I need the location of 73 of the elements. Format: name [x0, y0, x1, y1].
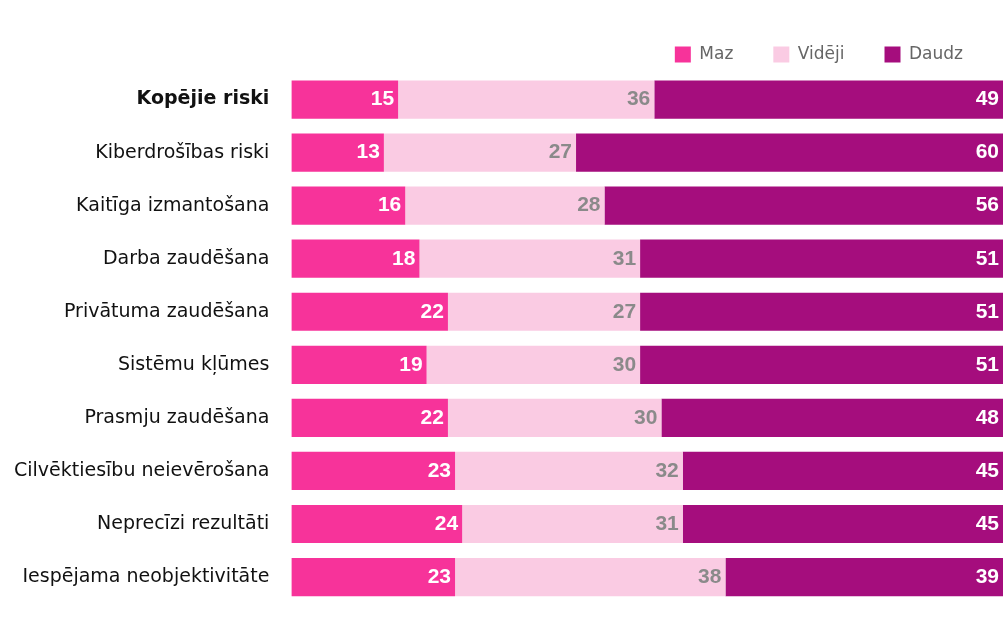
- data-label: 28: [577, 192, 601, 216]
- data-label: 45: [975, 457, 1000, 481]
- y-tick-label: Prasmju zaudēšana: [84, 404, 270, 427]
- y-tick-label: Privātuma zaudēšana: [63, 298, 270, 321]
- bar: [291, 80, 399, 119]
- data-label: 39: [975, 563, 999, 587]
- data-label: 48: [975, 404, 1000, 428]
- bar: [462, 504, 683, 544]
- bar: [455, 451, 683, 491]
- data-label: 36: [626, 86, 651, 110]
- legend-label: Daudz: [909, 42, 964, 63]
- data-label: 27: [548, 139, 573, 163]
- data-label: 51: [975, 351, 1000, 375]
- y-tick-label: Neprecīzi rezultāti: [97, 510, 270, 533]
- bar: [291, 239, 420, 278]
- data-label: 51: [975, 245, 1000, 269]
- bar: [654, 80, 1003, 119]
- data-label: 18: [392, 245, 416, 269]
- bar: [661, 398, 1003, 437]
- data-label: 30: [612, 351, 637, 375]
- bar: [291, 398, 448, 437]
- bar: [725, 557, 1003, 597]
- bar: [576, 133, 1003, 172]
- y-tick-label: Kopējie riski: [136, 86, 270, 109]
- bar: [447, 398, 662, 437]
- data-label: 23: [427, 457, 452, 481]
- data-label: 30: [634, 404, 658, 428]
- bar: [291, 345, 427, 384]
- data-label: 23: [427, 563, 452, 587]
- bar: [291, 133, 384, 172]
- data-label: 32: [655, 457, 679, 481]
- data-label: 24: [434, 510, 459, 534]
- data-label: 22: [420, 298, 444, 322]
- y-tick-label: Iespējama neobjektivitāte: [22, 564, 270, 587]
- y-tick-label: Cilvēktiesību neievērošana: [13, 457, 270, 480]
- bar: [455, 557, 726, 597]
- bar: [640, 292, 1003, 331]
- data-label: 31: [612, 245, 637, 269]
- bar: [291, 557, 456, 597]
- y-tick-label: Darba zaudēšana: [102, 245, 270, 268]
- legend-label: Maz: [699, 42, 734, 63]
- legend-label: Vidēji: [797, 42, 845, 63]
- bar: [640, 345, 1003, 384]
- bar: [291, 451, 456, 491]
- data-label: 60: [975, 139, 999, 163]
- y-tick-label: Kiberdrošības riski: [95, 139, 270, 162]
- bar: [426, 345, 641, 384]
- data-label: 49: [975, 86, 999, 110]
- bar: [291, 504, 463, 544]
- data-label: 19: [399, 351, 423, 375]
- bar: [419, 239, 641, 278]
- data-label: 56: [975, 192, 999, 216]
- bar: [291, 186, 406, 225]
- bar: [604, 186, 1003, 225]
- data-label: 27: [612, 298, 637, 322]
- bar: [405, 186, 605, 225]
- data-label: 13: [356, 139, 380, 163]
- bar: [291, 292, 448, 331]
- y-tick-label: Kaitīga izmantošana: [76, 192, 270, 215]
- data-label: 16: [377, 192, 402, 216]
- bar: [682, 504, 1003, 544]
- y-tick-label: Sistēmu kļūmes: [117, 351, 270, 375]
- data-label: 38: [698, 563, 722, 587]
- data-label: 45: [975, 510, 1000, 534]
- data-label: 22: [420, 404, 444, 428]
- data-label: 51: [975, 298, 1000, 322]
- bar: [383, 133, 577, 172]
- bar: [398, 80, 655, 119]
- bar: [447, 292, 641, 331]
- bar: [640, 239, 1003, 278]
- bar: [682, 451, 1003, 491]
- data-label: 31: [655, 510, 680, 534]
- data-label: 15: [370, 86, 395, 110]
